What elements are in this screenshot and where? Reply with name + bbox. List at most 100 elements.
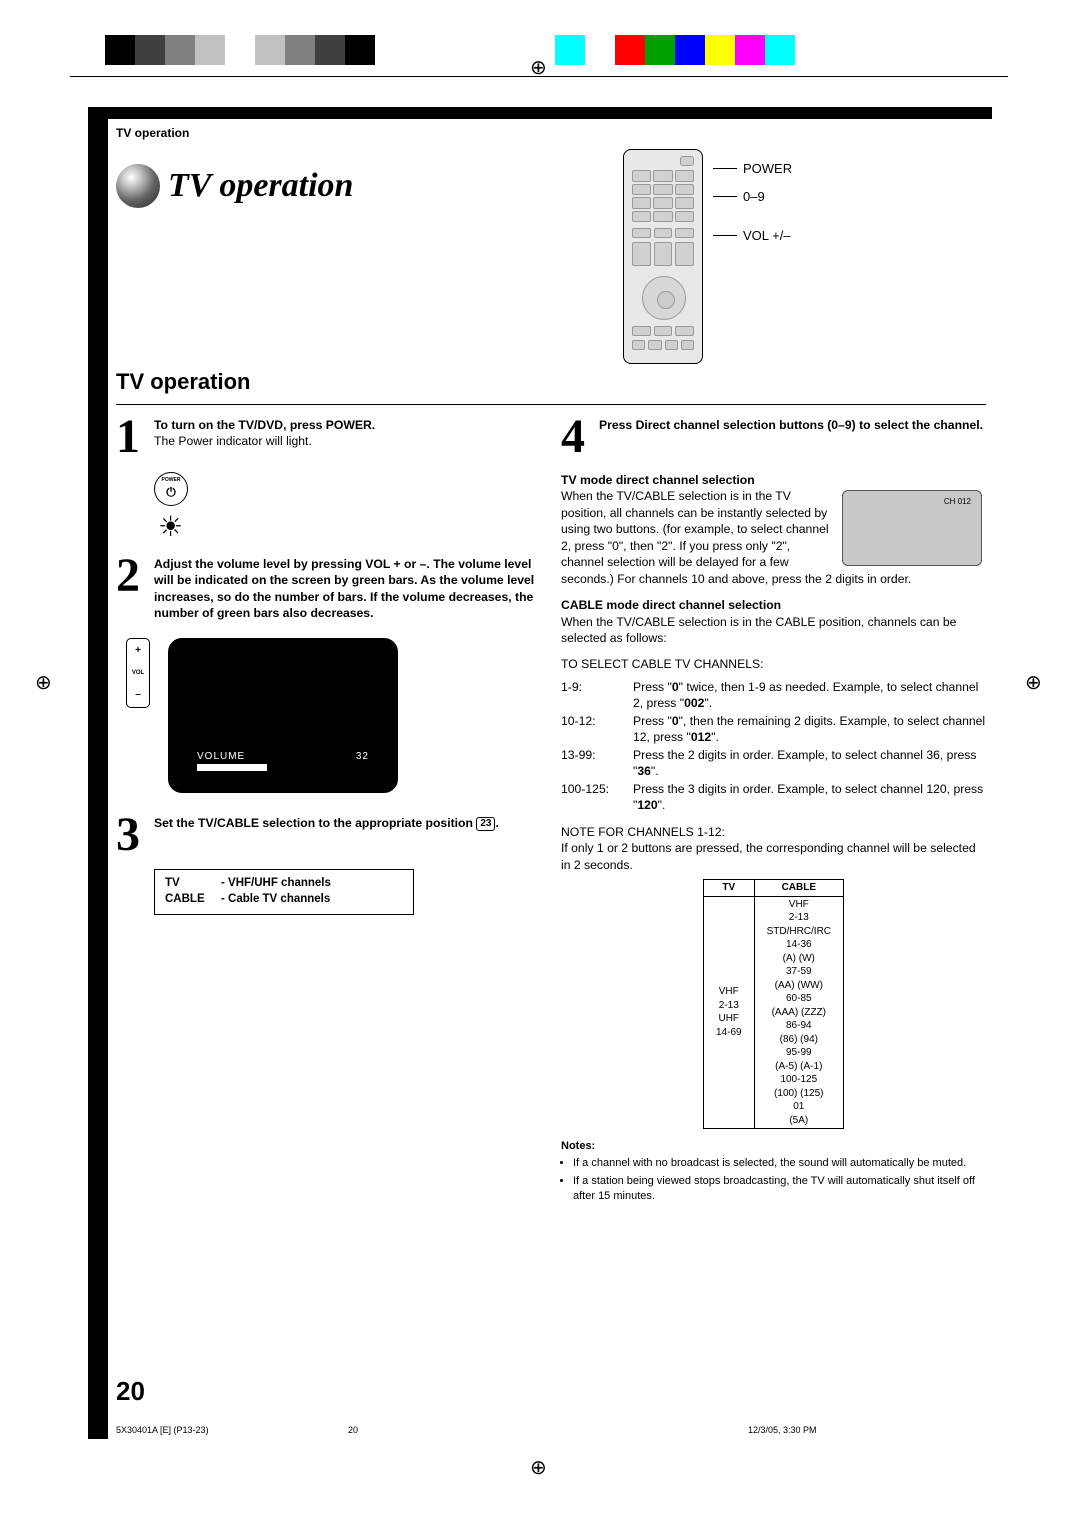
def-cable-val: - Cable TV channels — [221, 892, 330, 908]
swatch — [135, 35, 165, 65]
color-swatches — [555, 35, 795, 65]
remote-power-icon — [680, 156, 694, 166]
callout-power: POWER — [743, 159, 792, 179]
step-number: 4 — [561, 417, 591, 458]
step-1: 1 To turn on the TV/DVD, press POWER. Th… — [116, 417, 541, 458]
vol-minus: – — [135, 688, 141, 702]
step-2-head: Adjust the volume level by pressing VOL … — [154, 557, 534, 620]
cable-instruction: Press the 2 digits in order. Example, to… — [633, 747, 986, 780]
footer-date: 12/3/05, 3:30 PM — [748, 1425, 817, 1435]
callout-digits: 0–9 — [743, 187, 765, 207]
def-cable-key: CABLE — [165, 892, 221, 908]
notes-list: If a channel with no broadcast is select… — [561, 1156, 986, 1204]
remote-dpad-icon — [642, 276, 686, 320]
cable-row: 13-99:Press the 2 digits in order. Examp… — [561, 747, 986, 780]
cable-range: 13-99: — [561, 747, 633, 780]
title-suffix: operation — [211, 167, 354, 204]
swatch — [675, 35, 705, 65]
cable-range: 1-9: — [561, 679, 633, 712]
step-number: 1 — [116, 417, 146, 458]
cable-row: 1-9:Press "0" twice, then 1-9 as needed.… — [561, 679, 986, 712]
def-tv-val: - VHF/UHF channels — [221, 876, 331, 892]
th-tv: TV — [703, 880, 754, 897]
footer-docid: 5X30401A [E] (P13-23) — [116, 1425, 209, 1435]
cable-range: 100-125: — [561, 781, 633, 814]
mini-screen-illustration: CH 012 — [842, 490, 982, 566]
step-1-head: To turn on the TV/DVD, press POWER. — [154, 418, 375, 432]
cable-range: 10-12: — [561, 713, 633, 746]
remote-callouts: POWER 0–9 VOL +/– — [713, 159, 792, 254]
swatch — [615, 35, 645, 65]
manual-page: ⊕ ⊕ ⊕ ⊕ TV operation TV operation POWER — [0, 0, 1080, 1528]
cable-instruction: Press "0" twice, then 1-9 as needed. Exa… — [633, 679, 986, 712]
notes-section: Notes: If a channel with no broadcast is… — [561, 1139, 986, 1203]
remote-illustration — [623, 149, 703, 364]
note-1-12-body: If only 1 or 2 buttons are pressed, the … — [561, 840, 986, 873]
remote-row-icon — [632, 242, 694, 252]
notes-heading: Notes: — [561, 1139, 986, 1154]
sphere-icon — [116, 164, 160, 208]
th-cable: CABLE — [754, 880, 843, 897]
tv-screen-illustration: VOLUME 32 — [168, 638, 398, 793]
swatch — [255, 35, 285, 65]
swatch — [705, 35, 735, 65]
cable-freq-cell: VHF2-13STD/HRC/IRC14-36(A) (W)37-59(AA) … — [754, 896, 843, 1129]
remote-row-icon — [632, 228, 694, 238]
cable-select-heading: TO SELECT CABLE TV CHANNELS: — [561, 656, 986, 672]
registration-mark: ⊕ — [530, 55, 547, 80]
swatch — [225, 35, 255, 65]
vol-plus: + — [135, 644, 141, 658]
cable-mode-body: When the TV/CABLE selection is in the CA… — [561, 614, 986, 647]
right-column: 4 Press Direct channel selection buttons… — [561, 417, 986, 1206]
registration-mark: ⊕ — [530, 1455, 547, 1480]
step-3: 3 Set the TV/CABLE selection to the appr… — [116, 815, 541, 856]
swatch — [195, 35, 225, 65]
swatch — [555, 35, 585, 65]
page-ref: 23 — [476, 817, 495, 831]
tv-freq-cell: VHF2-13UHF14-69 — [703, 896, 754, 1129]
title-prefix: TV — [168, 167, 211, 204]
cable-row: 10-12:Press "0", then the remaining 2 di… — [561, 713, 986, 746]
volume-illustration: + VOL – VOLUME 32 — [126, 638, 541, 793]
swatch — [645, 35, 675, 65]
cable-instruction: Press the 3 digits in order. Example, to… — [633, 781, 986, 814]
callout-vol: VOL +/– — [743, 226, 791, 246]
light-rays-icon — [154, 512, 188, 546]
swatch — [345, 35, 375, 65]
step-4: 4 Press Direct channel selection buttons… — [561, 417, 986, 458]
swatch — [765, 35, 795, 65]
swatch — [585, 35, 615, 65]
left-column: 1 To turn on the TV/DVD, press POWER. Th… — [116, 417, 541, 1206]
screen-volume-label: VOLUME — [197, 750, 245, 764]
swatch — [735, 35, 765, 65]
cable-row: 100-125:Press the 3 digits in order. Exa… — [561, 781, 986, 814]
grayscale-swatches — [105, 35, 375, 65]
cable-instruction: Press "0", then the remaining 2 digits. … — [633, 713, 986, 746]
running-header: TV operation — [108, 119, 992, 140]
page-number: 20 — [116, 1376, 145, 1407]
step-1-body: The Power indicator will light. — [154, 434, 312, 448]
volume-bar — [197, 764, 267, 771]
step-4-head: Press Direct channel selection buttons (… — [599, 418, 983, 432]
swatch — [315, 35, 345, 65]
note-1-12-heading: NOTE FOR CHANNELS 1-12: — [561, 824, 986, 840]
channel-type-box: TV- VHF/UHF channels CABLE- Cable TV cha… — [154, 869, 414, 914]
two-column-body: 1 To turn on the TV/DVD, press POWER. Th… — [116, 404, 986, 1206]
cable-channel-list: 1-9:Press "0" twice, then 1-9 as needed.… — [561, 679, 986, 814]
remote-row-icon — [632, 326, 694, 336]
screen-volume-value: 32 — [356, 750, 369, 764]
frequency-table: TVCABLE VHF2-13UHF14-69 VHF2-13STD/HRC/I… — [703, 879, 844, 1129]
step-2: 2 Adjust the volume level by pressing VO… — [116, 556, 541, 622]
remote-numpad-icon — [632, 170, 694, 222]
step-3-head-a: Set the TV/CABLE selection to the approp… — [154, 816, 476, 830]
section-heading: TV operation — [116, 369, 250, 395]
remote-row-icon — [632, 340, 694, 350]
registration-mark: ⊕ — [35, 670, 52, 695]
power-label: POWER — [162, 477, 181, 484]
tv-mode-subhead: TV mode direct channel selection — [561, 472, 986, 488]
vol-label: VOL — [132, 669, 144, 677]
page-title: TV operation — [116, 164, 353, 208]
registration-mark: ⊕ — [1025, 670, 1042, 695]
step-number: 2 — [116, 556, 146, 622]
step-number: 3 — [116, 815, 146, 856]
